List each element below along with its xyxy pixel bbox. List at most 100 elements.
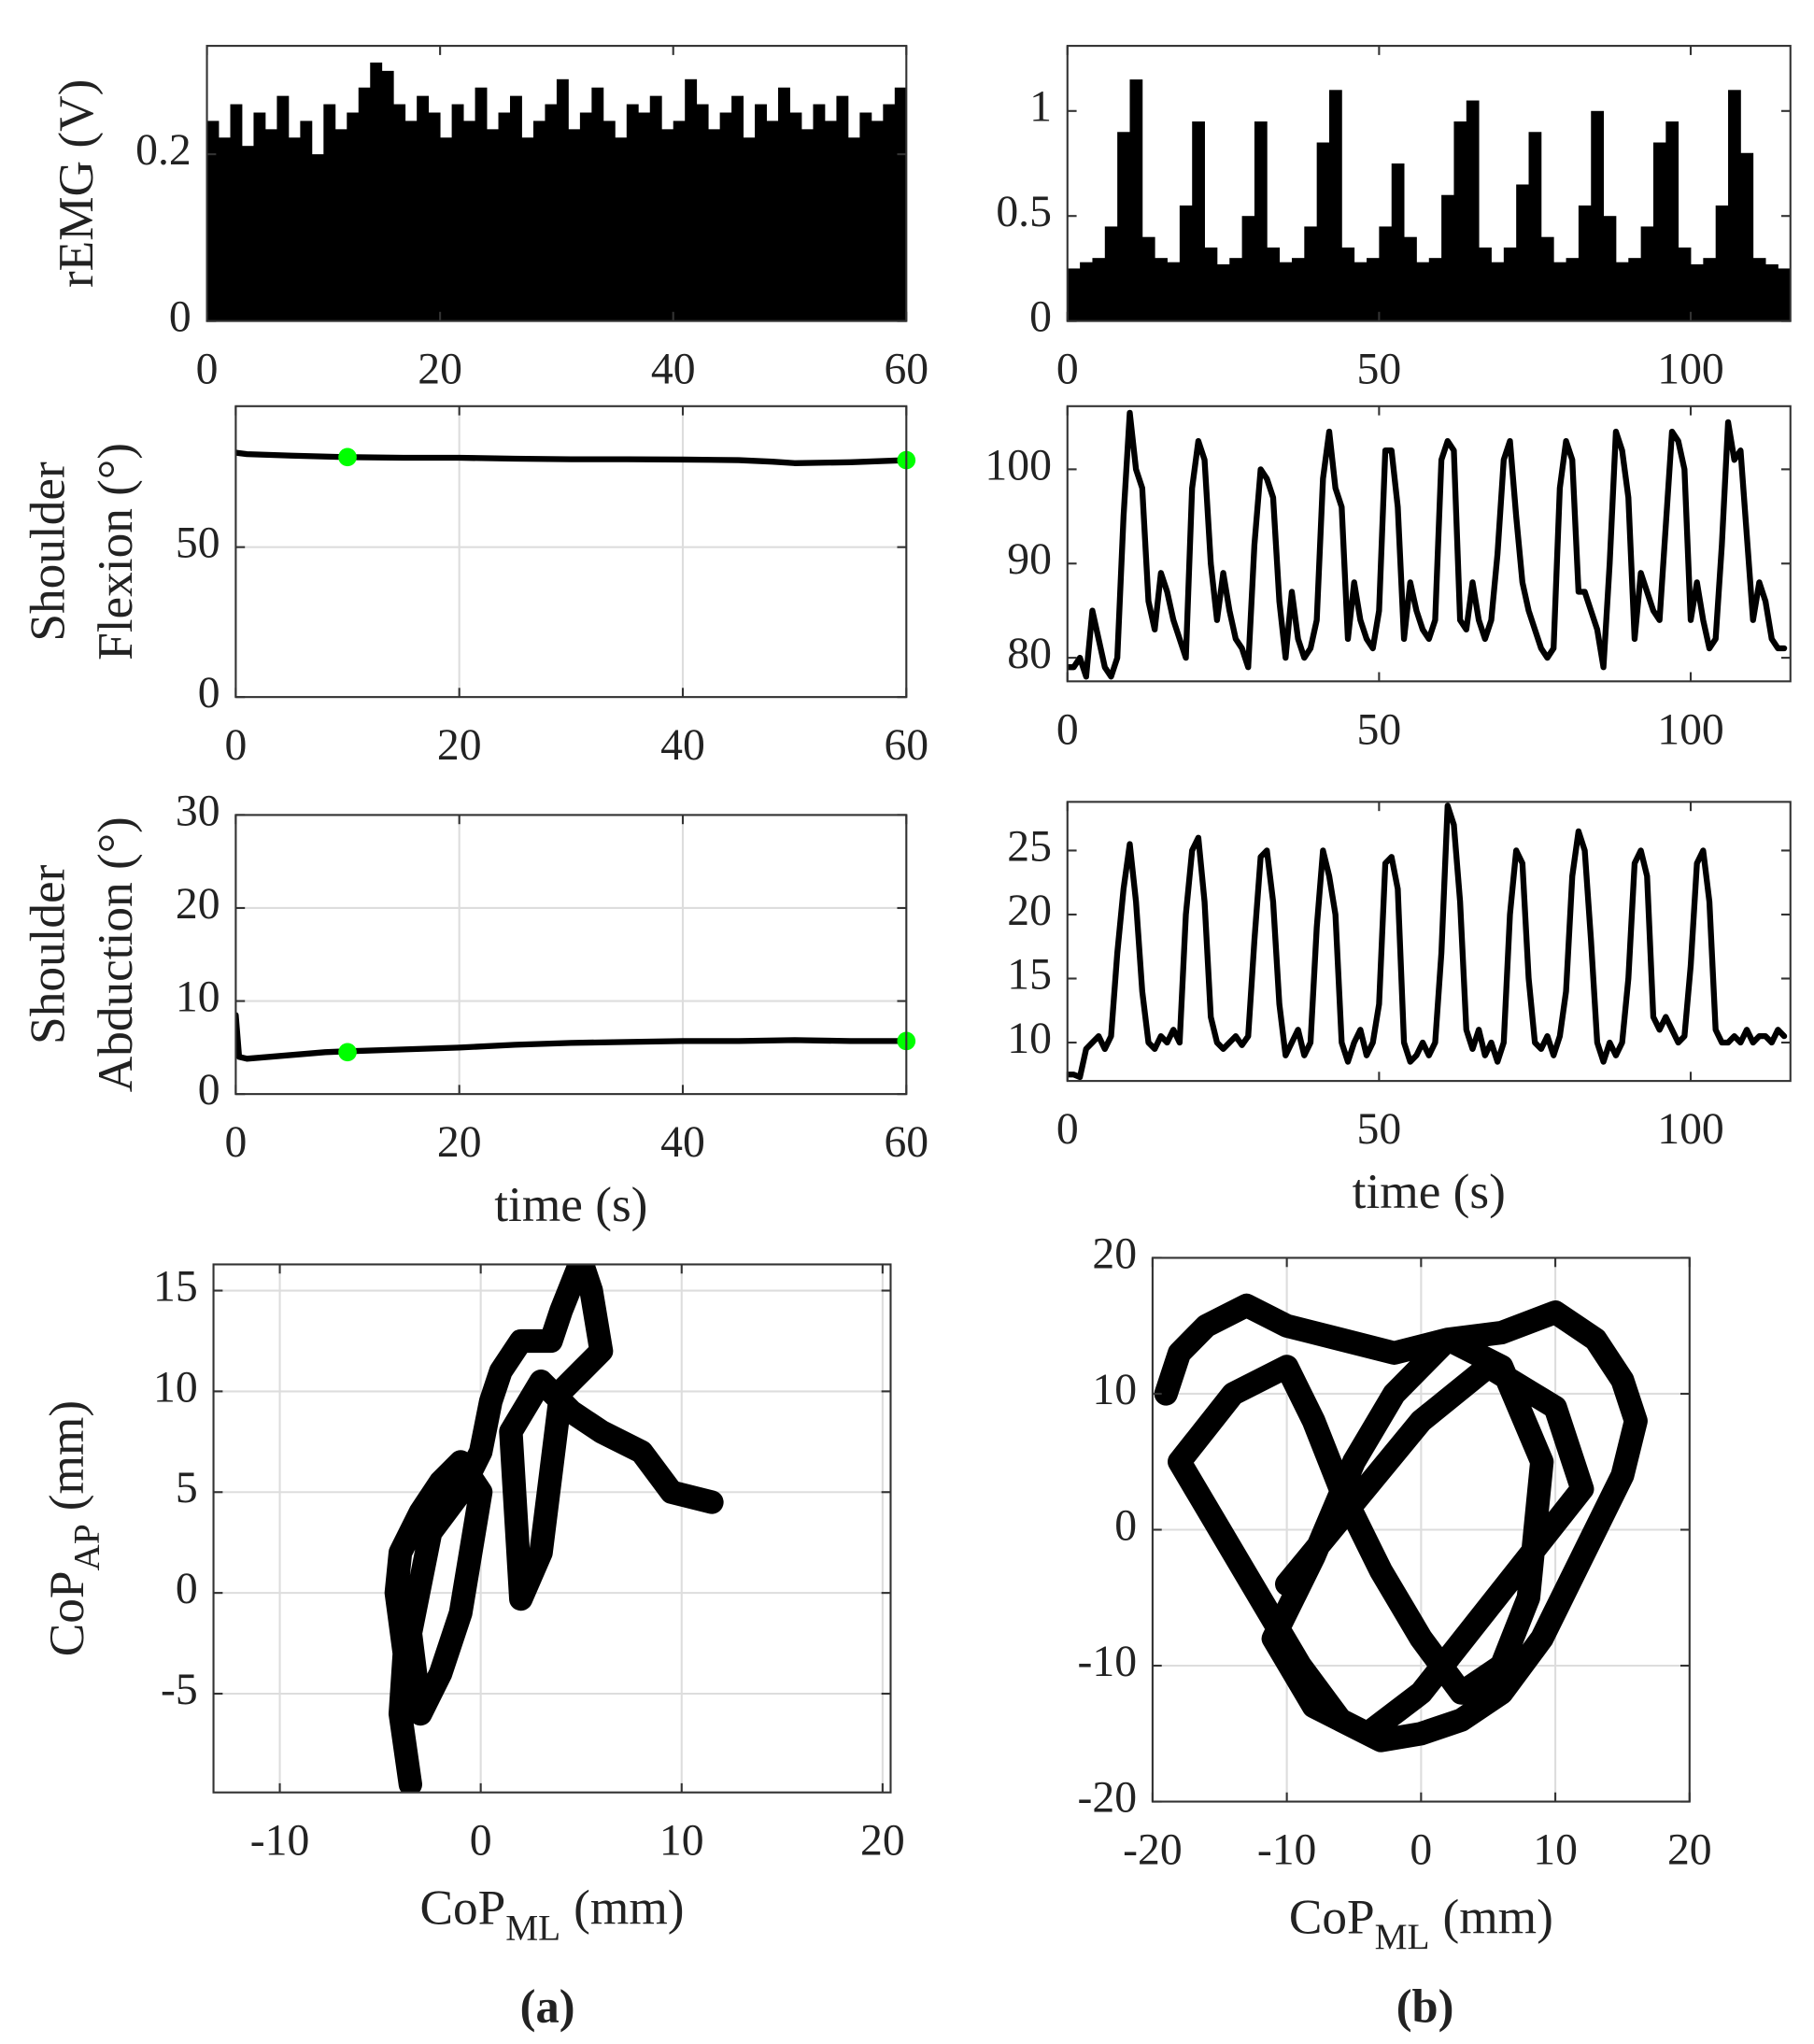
x-tick-label: 100: [1657, 346, 1724, 394]
x-tick-label: 50: [1357, 705, 1402, 754]
x-tick-label: 60: [884, 1118, 928, 1167]
y-axis-label: CoPAP (mm): [39, 1400, 106, 1656]
bar: [487, 129, 499, 321]
bar: [1404, 236, 1417, 321]
bar: [510, 95, 522, 321]
y-tick-label: 0: [169, 293, 191, 342]
bar: [545, 104, 558, 321]
bar: [1379, 226, 1393, 321]
bar: [626, 104, 639, 321]
bar: [264, 129, 277, 321]
caption: (b): [1396, 1980, 1454, 2033]
bar: [1553, 262, 1566, 321]
bar: [370, 62, 383, 321]
x-tick-label: 40: [660, 1118, 705, 1167]
bar: [1503, 247, 1517, 321]
x-axis-label: CoPML (mm): [1289, 1890, 1553, 1957]
bar: [1267, 247, 1281, 321]
label-unit: (mm): [1443, 1890, 1553, 1945]
y-tick-label: 0: [1114, 1501, 1137, 1550]
y-axis-label: Shoulder: [20, 864, 75, 1044]
bar: [463, 121, 475, 321]
axes-box: [205, 45, 908, 322]
bar: [871, 121, 884, 321]
bar: [556, 78, 569, 321]
bar: [358, 87, 371, 321]
bar: [1765, 263, 1779, 321]
label-main: CoP: [39, 1570, 94, 1656]
axes-box: [1151, 1256, 1691, 1803]
x-tick-label: 0: [1410, 1826, 1432, 1875]
y-tick-label: 0: [1029, 293, 1052, 342]
bar: [1129, 79, 1143, 321]
bar: [428, 112, 441, 321]
label-unit: (mm): [39, 1400, 94, 1511]
bar: [219, 137, 231, 321]
y-tick-label: 50: [176, 519, 220, 568]
bar: [1216, 263, 1230, 321]
bar: [347, 112, 360, 321]
data-line: [384, 1264, 724, 1793]
y-tick-label: 20: [1092, 1229, 1137, 1278]
bar: [1778, 268, 1791, 321]
axes-box: [1066, 801, 1792, 1083]
y-tick-label: 20: [176, 880, 220, 929]
bar: [532, 121, 546, 321]
bar: [288, 137, 301, 321]
bar: [1428, 258, 1442, 321]
bar: [602, 121, 616, 321]
x-tick-label: 0: [1056, 346, 1079, 394]
data-line: [1154, 1293, 1648, 1753]
data-line: [1067, 802, 1788, 1081]
bar: [1466, 100, 1480, 321]
plot-clip-group: [1067, 409, 1788, 680]
bar: [1229, 258, 1243, 321]
x-tick-label: -10: [1257, 1826, 1317, 1875]
bar: [1491, 262, 1505, 321]
bar: [1540, 236, 1554, 321]
bar: [417, 95, 430, 321]
x-axis-label: time (s): [1353, 1164, 1506, 1219]
bar: [1715, 205, 1729, 321]
axes-box: [1066, 45, 1792, 322]
bar: [230, 104, 243, 321]
caption: (a): [520, 1980, 575, 2033]
y-tick-label: 20: [1007, 887, 1052, 935]
bar: [311, 154, 324, 321]
plot-clip-group: [1152, 1257, 1690, 1802]
bar: [241, 146, 254, 321]
bar: [813, 104, 826, 321]
label-main: CoP: [420, 1881, 506, 1936]
bar: [836, 95, 849, 321]
bar: [708, 129, 721, 321]
x-tick-label: 100: [1657, 1105, 1724, 1154]
bar: [1192, 121, 1205, 321]
y-tick-label: 80: [1007, 630, 1052, 678]
bar: [1691, 263, 1704, 321]
plot-clip-group: [235, 405, 907, 698]
bar: [1104, 226, 1118, 321]
bar: [276, 95, 290, 321]
x-tick-label: 20: [437, 721, 482, 770]
x-axis-label: time (s): [494, 1177, 647, 1232]
bar: [1615, 262, 1629, 321]
x-tick-label: 20: [860, 1817, 905, 1866]
y-tick-label: 100: [985, 441, 1052, 490]
plot-clip-group: [235, 815, 907, 1095]
y-tick-label: 15: [153, 1262, 198, 1311]
bar: [1591, 110, 1605, 321]
bar: [1416, 262, 1430, 321]
y-tick-label: -5: [161, 1666, 198, 1714]
x-tick-label: 40: [660, 721, 705, 770]
bar: [1752, 258, 1766, 321]
bar: [1167, 262, 1181, 321]
bar: [1353, 262, 1368, 321]
bar: [661, 129, 674, 321]
bar: [894, 87, 907, 321]
y-tick-label: 0: [176, 1565, 198, 1613]
y-tick-label: 15: [1007, 950, 1052, 999]
bar: [568, 129, 581, 321]
y-tick-label: -10: [1078, 1638, 1138, 1686]
